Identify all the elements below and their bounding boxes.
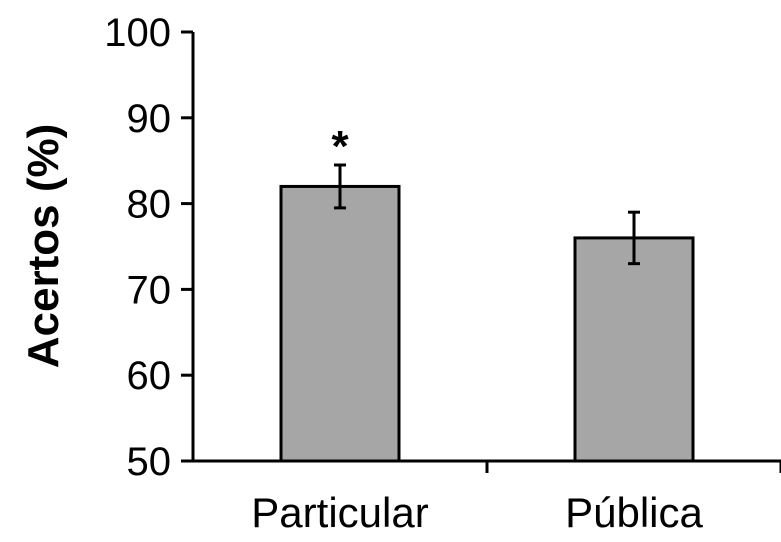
y-tick-label: 50 (127, 440, 172, 484)
y-tick-label: 90 (127, 97, 172, 141)
x-category-label: Particular (251, 489, 428, 536)
bar (573, 236, 695, 463)
labels-group: 50 60 70 80 90 100 * Particular Pública (104, 11, 703, 536)
y-tick-label: 60 (127, 354, 172, 398)
y-axis-title: Acertos (%) (19, 124, 68, 369)
x-category-label: Pública (565, 489, 703, 536)
significance-marker: * (331, 122, 349, 171)
y-tick-label: 70 (127, 268, 172, 312)
bar (279, 184, 401, 463)
y-tick-label: 100 (104, 11, 171, 55)
y-tick-label: 80 (127, 183, 172, 227)
bars-group (279, 163, 695, 463)
